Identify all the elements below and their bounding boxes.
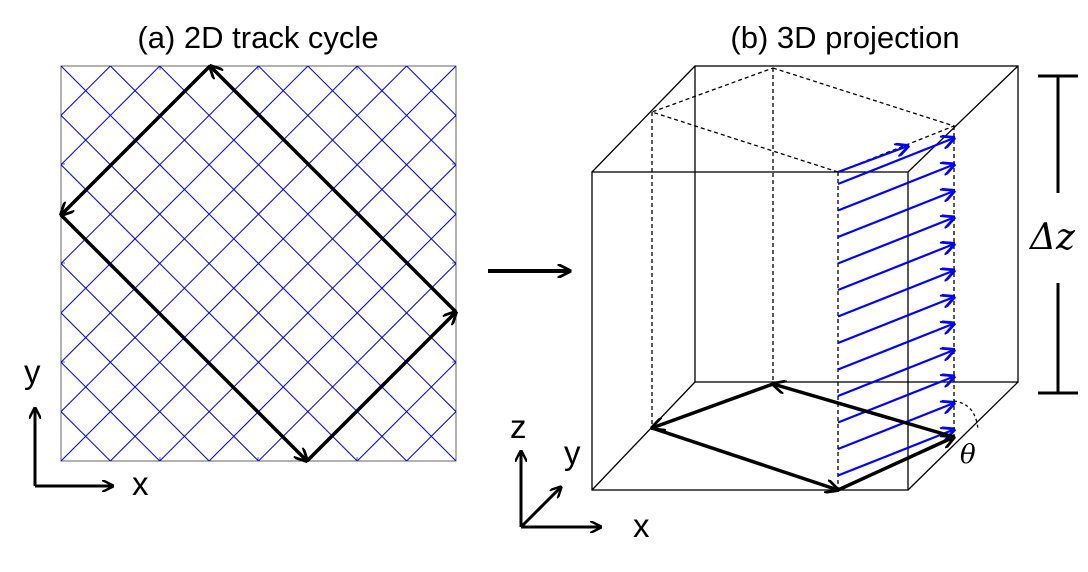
bottom-segment-2 xyxy=(773,384,955,439)
panel-b-z-label: z xyxy=(510,408,527,445)
grid-line-down xyxy=(61,114,408,461)
grid-line-down xyxy=(110,66,456,413)
grid-line-down xyxy=(61,213,309,461)
grid-line-up xyxy=(159,164,456,461)
b-y-axis-arrow xyxy=(519,487,561,529)
panel-b-axes-indicator xyxy=(521,451,601,527)
blue-arrow xyxy=(837,271,954,318)
panel-a-title: (a) 2D track cycle xyxy=(137,20,378,55)
blue-arrow xyxy=(837,191,954,239)
grid-line-up xyxy=(61,66,456,461)
bottom-segment-3 xyxy=(652,382,774,428)
blue-arrow xyxy=(837,324,954,371)
track-segment-4 xyxy=(59,213,307,461)
panel-b-y-label: y xyxy=(564,434,581,471)
track-segment-3 xyxy=(61,64,212,215)
theta-arc xyxy=(953,400,979,431)
blue-track-arrows xyxy=(837,138,954,477)
blue-arrow xyxy=(837,377,954,424)
grid-line-down xyxy=(61,262,260,461)
grid-line-up xyxy=(455,460,456,461)
blue-diagonal-grid xyxy=(61,66,456,461)
grid-line-down xyxy=(406,66,456,117)
top-dashed-cycle xyxy=(649,67,956,173)
blue-arrow xyxy=(837,403,954,451)
grid-line-down xyxy=(61,410,112,461)
grid-line-up xyxy=(258,262,456,461)
box-back-face xyxy=(694,65,1019,383)
grid-line-up xyxy=(61,66,112,117)
panel-a-axes-indicator xyxy=(35,408,113,486)
blue-arrow xyxy=(837,146,908,174)
grid-line-up xyxy=(61,66,408,413)
grid-line-up xyxy=(61,66,210,215)
blue-arrow xyxy=(837,350,954,398)
grid-line-down xyxy=(61,460,62,461)
grid-line-up xyxy=(110,114,456,461)
blue-arrow xyxy=(837,218,954,265)
panel-b-x-label: x xyxy=(633,507,650,544)
track-cycle xyxy=(61,66,456,461)
panel-a-y-label: y xyxy=(24,353,41,390)
grid-line-up xyxy=(406,410,456,461)
track-segment-1 xyxy=(305,312,456,463)
grid-line-down xyxy=(356,66,456,166)
bottom-segment-1 xyxy=(837,437,954,492)
track-segment-2 xyxy=(210,66,458,314)
blue-arrow xyxy=(837,297,954,345)
grid-line-up xyxy=(61,66,62,67)
grid-line-down xyxy=(307,66,456,215)
bottom-segment-4 xyxy=(651,426,838,490)
panel-a: (a) 2D track cycle y xyxy=(24,20,871,502)
grid-line-down xyxy=(61,66,456,461)
panel-b: (b) 3D projection θ xyxy=(510,20,1078,544)
blue-arrow xyxy=(837,138,954,186)
delta-z-label: Δz xyxy=(1028,217,1076,258)
panel-a-x-label: x xyxy=(132,465,149,502)
delta-z-bracket xyxy=(1038,74,1078,395)
box-front-face xyxy=(591,171,909,491)
grid-line-up xyxy=(61,66,260,265)
bottom-track-cycle xyxy=(652,384,954,490)
blue-arrow xyxy=(837,430,954,477)
dashed-cycle-projection xyxy=(649,67,956,490)
blue-arrow xyxy=(837,244,954,292)
theta-label: θ xyxy=(960,440,976,470)
grid-line-down xyxy=(258,66,456,265)
panel-b-title: (b) 3D projection xyxy=(730,20,959,55)
blue-arrow xyxy=(837,165,954,212)
grid-line-up xyxy=(208,213,456,461)
projection-box xyxy=(591,65,1019,491)
grid-line-down xyxy=(159,66,456,363)
grid-line-up xyxy=(356,361,456,461)
grid-line-up xyxy=(61,66,309,314)
